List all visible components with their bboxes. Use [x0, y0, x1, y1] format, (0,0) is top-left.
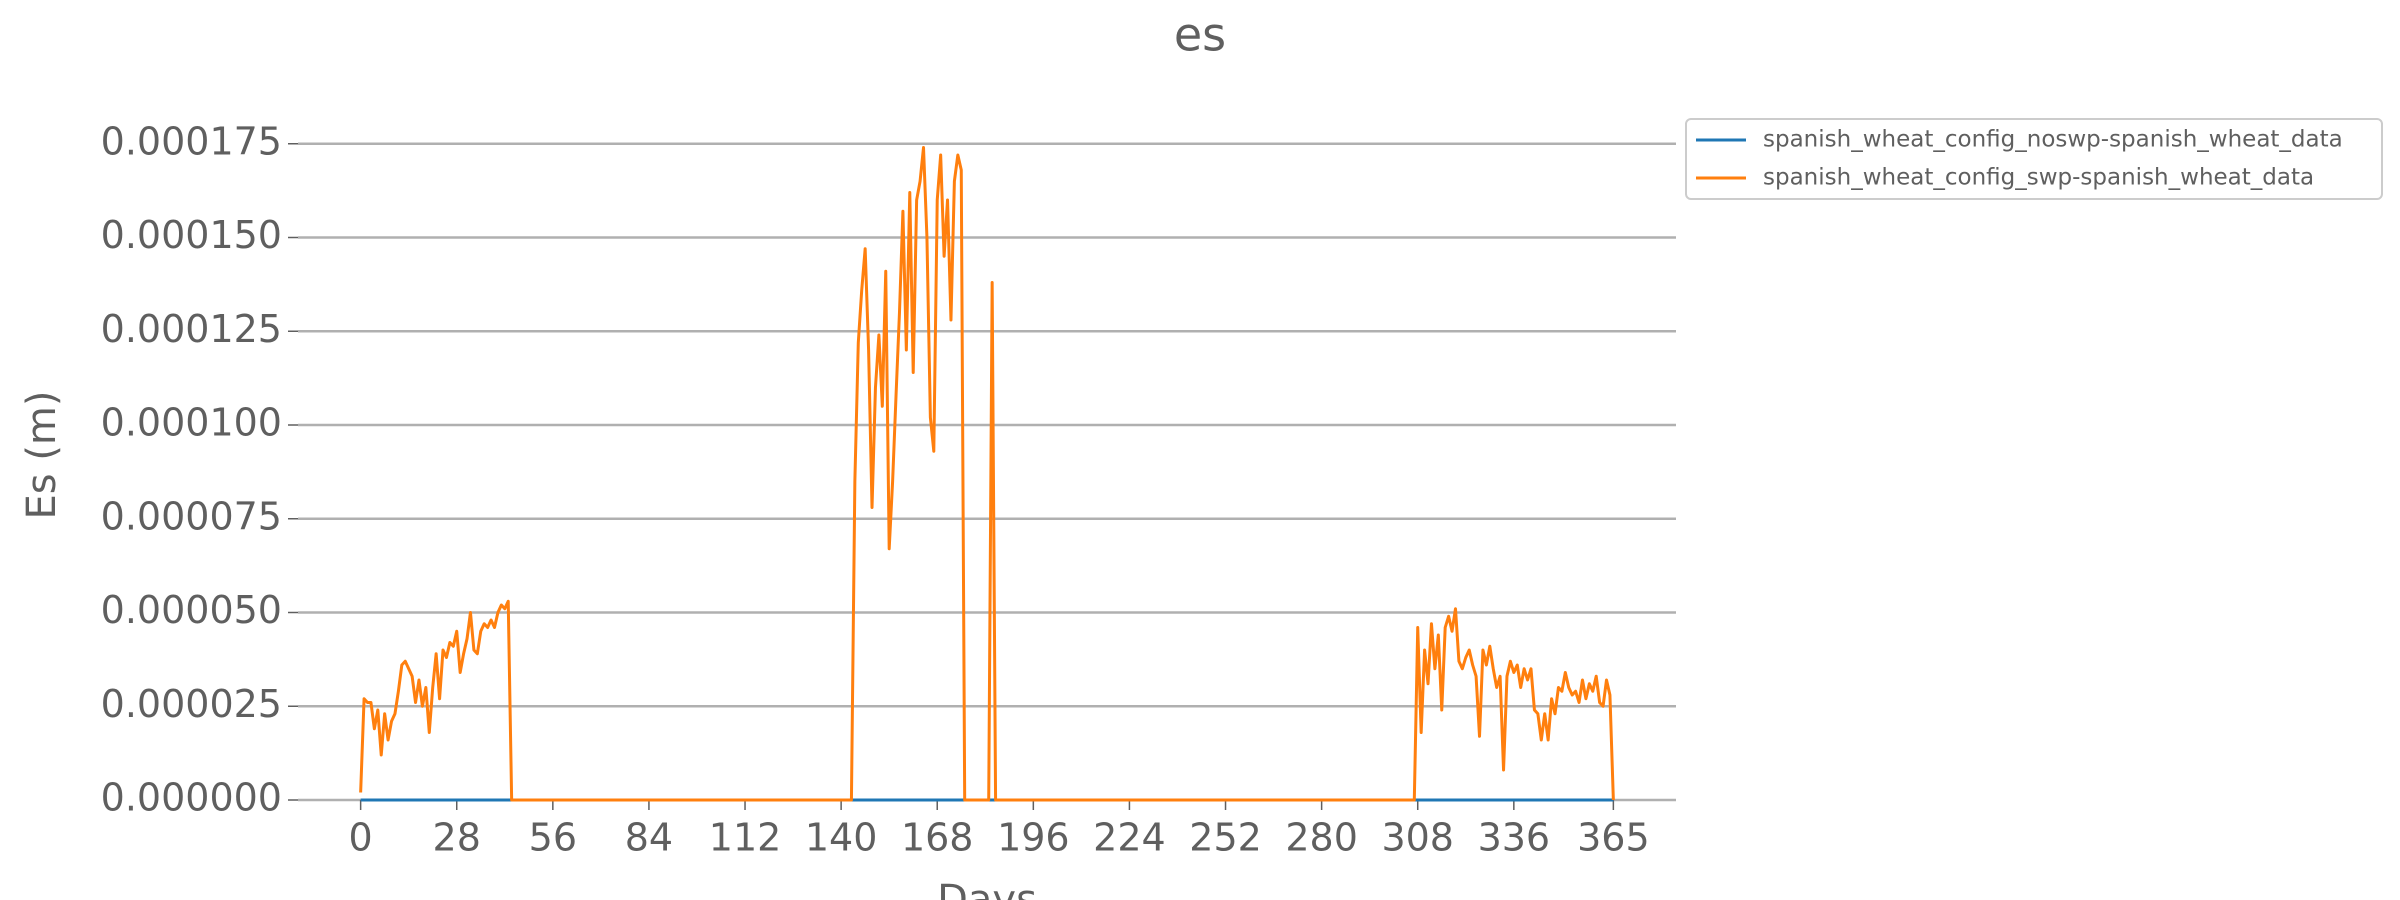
x-axis-label: Days [937, 877, 1037, 900]
y-tick-label: 0.000075 [101, 494, 282, 538]
x-tick-label: 28 [433, 816, 481, 860]
x-tick-label: 168 [901, 816, 974, 860]
x-tick-label: 308 [1381, 816, 1454, 860]
legend-label: spanish_wheat_config_swp-spanish_wheat_d… [1763, 165, 2314, 191]
y-tick-label: 0.000150 [101, 213, 282, 257]
x-tick-label: 0 [349, 816, 373, 860]
series-line [359, 146, 1615, 802]
x-tick-label: 84 [625, 816, 673, 860]
y-tick-label: 0.000125 [101, 307, 282, 351]
y-axis-label: Es (m) [19, 390, 65, 519]
x-tick-label: 56 [529, 816, 577, 860]
legend-box [1685, 118, 2383, 200]
y-tick-label: 0.000100 [101, 401, 282, 445]
y-tick-label: 0.000025 [101, 682, 282, 726]
y-tick-label: 0.000000 [101, 776, 282, 820]
y-tick-label: 0.000175 [101, 119, 282, 163]
x-tick-label: 365 [1577, 816, 1650, 860]
y-tick-label: 0.000050 [101, 588, 282, 632]
x-tick-label: 112 [709, 816, 782, 860]
x-tick-label: 336 [1478, 816, 1551, 860]
x-tick-label: 140 [805, 816, 878, 860]
x-tick-label: 224 [1093, 816, 1166, 860]
legend-label: spanish_wheat_config_noswp-spanish_wheat… [1763, 127, 2343, 153]
x-tick-label: 252 [1189, 816, 1262, 860]
x-tick-label: 280 [1285, 816, 1358, 860]
chart-title: es [1174, 8, 1226, 62]
x-tick-label: 196 [997, 816, 1070, 860]
